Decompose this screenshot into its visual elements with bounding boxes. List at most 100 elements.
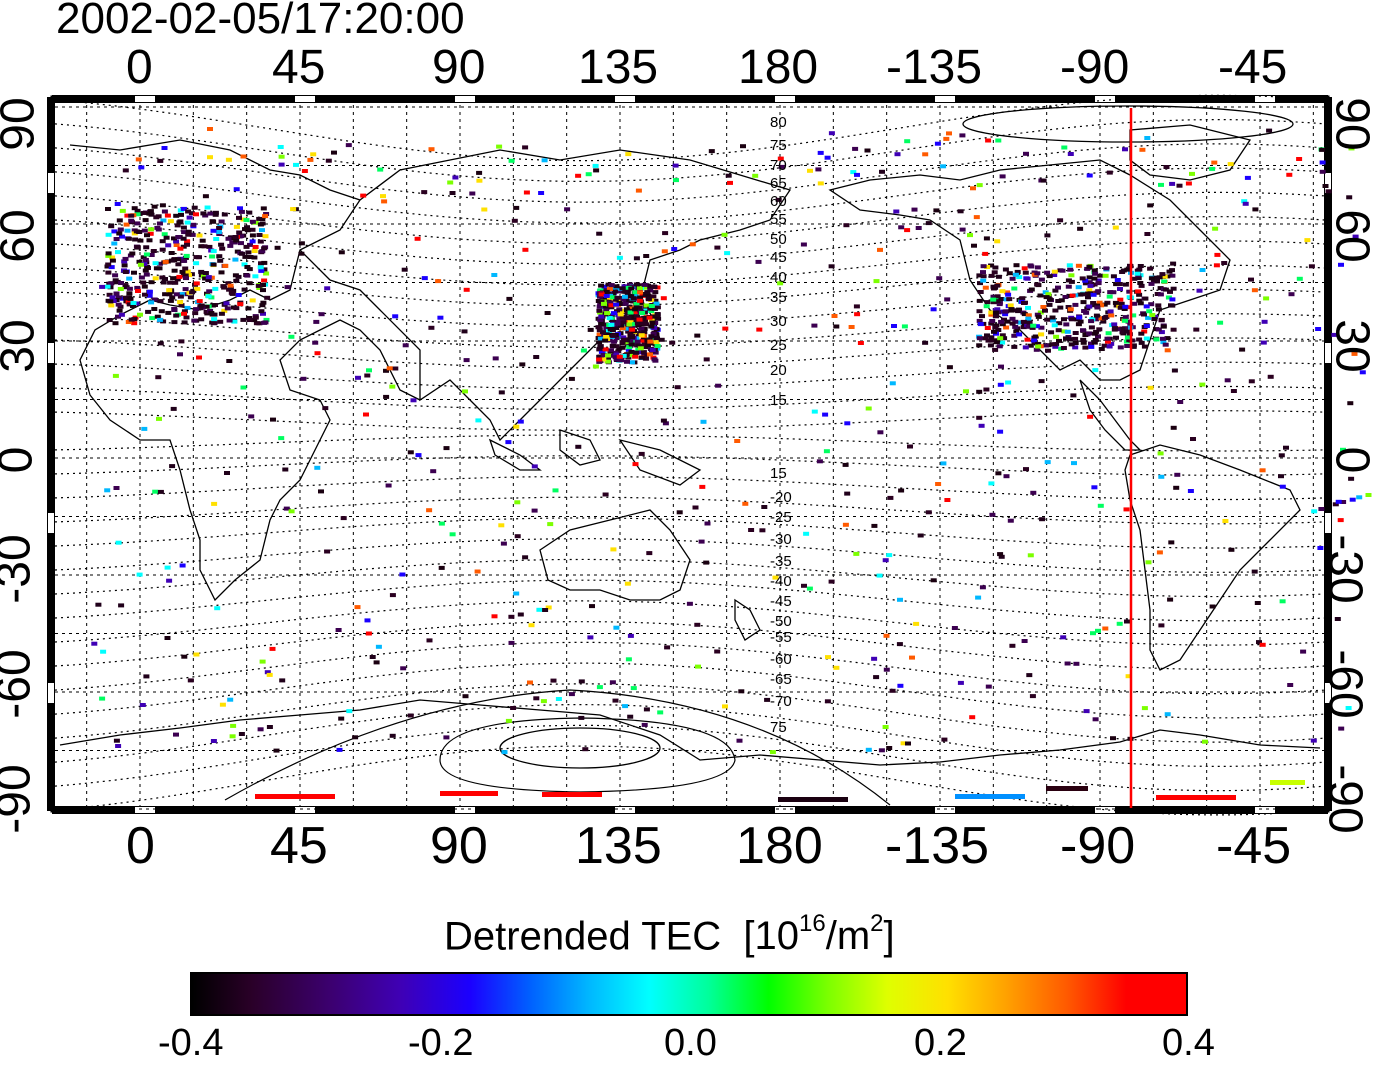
- tec-point: [695, 664, 701, 669]
- tec-point: [104, 488, 111, 493]
- tec-point: [1088, 344, 1095, 349]
- tec-point: [1114, 278, 1121, 282]
- tec-point: [198, 317, 205, 322]
- tec-point: [978, 423, 985, 428]
- tec-point: [871, 523, 878, 528]
- tec-point: [1155, 303, 1162, 308]
- tec-point: [375, 644, 382, 649]
- tec-point: [1073, 661, 1080, 666]
- tec-point: [988, 273, 995, 278]
- tec-point: [125, 236, 132, 241]
- tec-point: [609, 344, 616, 348]
- tec-point: [714, 245, 721, 250]
- tec-point: [288, 509, 295, 514]
- tec-point: [111, 241, 118, 246]
- tec-point: [181, 258, 188, 263]
- tec-point: [293, 162, 299, 167]
- tec-point: [1126, 289, 1133, 294]
- magnetic-contour: [54, 579, 1326, 622]
- tec-point: [1009, 276, 1016, 281]
- contour-label: -60: [770, 651, 792, 668]
- tec-point: [1038, 325, 1045, 330]
- contour-label: 75: [770, 137, 787, 154]
- tec-point: [1029, 325, 1036, 330]
- tec-point: [182, 266, 189, 271]
- tec-point: [162, 277, 168, 281]
- tec-point: [165, 243, 172, 248]
- tec-point: [1170, 261, 1177, 266]
- tec-point: [1149, 313, 1156, 317]
- tec-point: [625, 355, 632, 360]
- tec-point: [1072, 302, 1079, 307]
- tec-point: [491, 273, 498, 277]
- tec-point: [1106, 170, 1113, 175]
- tec-point: [1122, 282, 1129, 287]
- tec-point: [1211, 160, 1218, 165]
- tec-point: [1177, 400, 1184, 404]
- tec-point: [613, 336, 620, 341]
- tec-point: [1031, 338, 1038, 343]
- tec-point: [410, 398, 417, 403]
- tec-point: [1332, 502, 1339, 507]
- tec-point: [1030, 490, 1037, 495]
- tec-point: [1135, 276, 1142, 281]
- tec-point: [1170, 425, 1177, 430]
- tec-point: [178, 292, 185, 297]
- tec-point: [900, 741, 907, 746]
- tec-point: [1096, 300, 1103, 305]
- tec-point: [628, 286, 635, 291]
- tec-point: [769, 750, 776, 755]
- tec-point: [148, 280, 155, 285]
- tec-point: [221, 285, 228, 290]
- tec-point: [1119, 326, 1126, 331]
- tec-point: [266, 672, 273, 677]
- tec-point: [1035, 314, 1042, 319]
- tec-point: [1318, 507, 1325, 511]
- tec-point: [1086, 275, 1093, 280]
- bottom-lon-tick: 0: [126, 817, 155, 875]
- tec-point: [1027, 553, 1034, 558]
- tec-point: [638, 333, 645, 338]
- tec-point: [189, 232, 196, 237]
- tec-point: [181, 309, 188, 314]
- tec-point: [1256, 640, 1262, 645]
- tec-point: [1077, 292, 1084, 297]
- tec-point: [1108, 341, 1115, 346]
- tec-point: [181, 311, 187, 316]
- tec-point: [130, 304, 136, 308]
- tec-point: [1142, 296, 1149, 301]
- tec-point: [1052, 308, 1059, 313]
- tec-point: [1169, 181, 1176, 186]
- tec-point: [259, 228, 265, 233]
- tec-point: [1038, 379, 1045, 384]
- tec-point: [1338, 726, 1345, 731]
- tec-point: [1169, 303, 1176, 308]
- tec-point: [318, 312, 325, 317]
- magnetic-contour: [54, 191, 1326, 245]
- tec-point: [209, 303, 216, 308]
- tec-point: [1034, 265, 1041, 270]
- tec-point: [1003, 325, 1010, 330]
- tec-point: [1027, 263, 1034, 268]
- tec-point: [636, 317, 643, 322]
- tec-point: [177, 352, 183, 357]
- axis-tick-bars: [47, 95, 1332, 814]
- tec-point: [122, 295, 129, 300]
- tec-point: [721, 232, 728, 237]
- tec-point: [202, 194, 209, 199]
- tec-point: [173, 213, 180, 218]
- tec-point: [193, 212, 199, 217]
- tec-point: [117, 227, 124, 232]
- tec-point: [1145, 315, 1152, 320]
- tec-point: [1072, 341, 1079, 345]
- tec-point: [132, 237, 139, 242]
- tec-point: [233, 238, 240, 243]
- tec-point: [1212, 226, 1219, 231]
- tec-point: [538, 191, 545, 195]
- tec-point: [173, 292, 180, 297]
- tec-point: [555, 697, 562, 701]
- tec-point: [1119, 330, 1126, 335]
- tec-point: [585, 172, 592, 177]
- tec-point: [740, 144, 746, 149]
- tec-point: [597, 288, 604, 293]
